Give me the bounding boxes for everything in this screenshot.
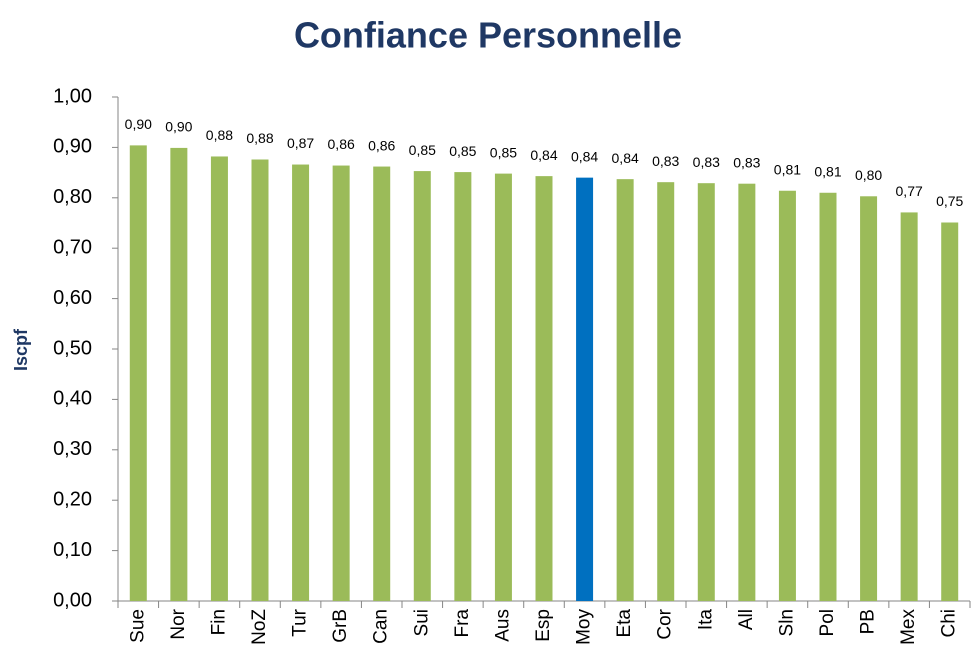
data-label: 0,90: [165, 119, 192, 135]
bar: [535, 176, 553, 602]
bar: [657, 182, 675, 601]
x-tick-label: Pol: [817, 609, 838, 636]
x-tick-label: Can: [371, 609, 392, 644]
y-tick-label: 0,90: [53, 136, 92, 158]
data-label: 0,84: [530, 147, 557, 163]
y-tick-label: 0,00: [53, 589, 92, 611]
x-tick-label: Esp: [533, 609, 554, 642]
data-label: 0,83: [733, 154, 760, 170]
bar: [454, 172, 472, 601]
y-tick-label: 0,60: [53, 287, 92, 309]
x-tick-label: Mex: [898, 609, 919, 645]
x-tick-label: Sue: [127, 609, 148, 643]
x-tick-label: GrB: [330, 609, 351, 643]
x-tick-label: Ita: [695, 609, 716, 631]
y-tick-label: 0,30: [53, 438, 92, 460]
data-label: 0,83: [693, 154, 720, 170]
bar: [251, 159, 269, 601]
data-label: 0,85: [490, 144, 517, 160]
y-tick-label: 0,50: [53, 337, 92, 359]
x-tick-label: Tur: [290, 608, 311, 636]
x-tick-label: Nor: [168, 608, 189, 639]
y-tick-label: 0,80: [53, 186, 92, 208]
data-label: 0,85: [409, 142, 436, 158]
x-tick-label: NoZ: [249, 609, 270, 645]
y-tick-label: 0,20: [53, 488, 92, 510]
x-tick-label: Chi: [939, 609, 960, 638]
x-tick-label: Aus: [492, 609, 513, 642]
bar: [900, 212, 918, 601]
chart-title: Confiance Personnelle: [294, 15, 682, 56]
bar: [697, 183, 715, 601]
x-tick-label: Cor: [655, 608, 676, 639]
data-label: 0,85: [449, 143, 476, 159]
data-label: 0,88: [206, 127, 233, 143]
bar: [292, 164, 310, 601]
bar: [332, 165, 350, 601]
x-tick-label: Eta: [614, 609, 635, 638]
x-tick-label: PB: [858, 609, 879, 634]
y-tick-label: 1,00: [53, 85, 92, 107]
data-label: 0,86: [328, 136, 355, 152]
data-label: 0,80: [855, 167, 882, 183]
x-tick-label: Fra: [452, 609, 473, 638]
bar: [413, 171, 431, 601]
data-label: 0,86: [368, 137, 395, 153]
bar: [616, 179, 634, 602]
y-axis-label: Iscpf: [11, 328, 31, 371]
data-label: 0,81: [774, 161, 801, 177]
bar: [738, 183, 756, 602]
bar: [778, 190, 796, 601]
data-label: 0,84: [571, 148, 598, 164]
x-tick-label: Fin: [208, 609, 229, 635]
bar: [170, 147, 188, 602]
x-tick-label: Sln: [776, 609, 797, 636]
bar: [129, 145, 147, 601]
bar: [210, 156, 228, 602]
bar: [819, 192, 837, 601]
data-label: 0,83: [652, 153, 679, 169]
bar: [941, 222, 959, 601]
y-tick-label: 0,70: [53, 236, 92, 258]
data-label: 0,81: [814, 163, 841, 179]
data-label: 0,88: [246, 130, 273, 146]
data-label: 0,77: [896, 183, 923, 199]
bar: [576, 177, 594, 601]
y-tick-label: 0,40: [53, 388, 92, 410]
bar: [373, 166, 391, 601]
data-label: 0,90: [125, 116, 152, 132]
x-tick-label: Moy: [574, 609, 595, 645]
bar: [494, 173, 512, 601]
data-label: 0,75: [936, 193, 963, 209]
data-label: 0,84: [612, 150, 639, 166]
data-label: 0,87: [287, 135, 314, 151]
x-tick-label: Sui: [411, 609, 432, 636]
y-tick-label: 0,10: [53, 539, 92, 561]
x-tick-label: All: [736, 609, 757, 630]
bar: [860, 196, 878, 601]
